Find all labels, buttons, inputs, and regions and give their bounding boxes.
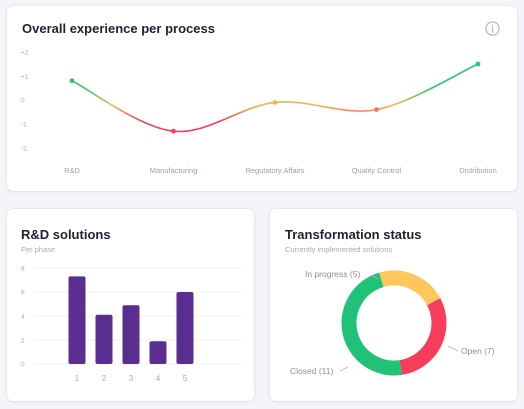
transformation-status-card: Transformation status Currently implemen… [270, 209, 517, 401]
x-tick-label: 4 [156, 374, 161, 383]
x-tick-label: Regulatory Affairs [245, 166, 304, 175]
overall-experience-card: Overall experience per process +2 +1 0 -1 -2… [7, 6, 517, 191]
info-circle-icon[interactable] [485, 21, 500, 36]
data-point [171, 128, 176, 134]
y-tick-label: 0 [21, 362, 25, 369]
x-tick-label: 2 [102, 374, 107, 383]
rd-solutions-card: R&D solutions Per phase 0 2 4 6 8 1 2 3 4 5 [7, 209, 254, 401]
transformation-status-donut-chart: In progress (5) Open (7) Closed (11) [290, 269, 495, 376]
slice-leader-line [447, 345, 459, 352]
experience-series-line [71, 63, 479, 133]
data-point [69, 78, 75, 84]
slice-label: In progress (5) [305, 269, 360, 279]
slice-label: Closed (11) [290, 366, 333, 376]
bar [149, 341, 167, 364]
donut-slice [399, 298, 447, 375]
donut-slice [379, 270, 441, 306]
x-tick-label: 5 [183, 374, 188, 383]
y-tick-label: +2 [21, 50, 29, 57]
y-tick-label: 2 [21, 338, 25, 345]
rd-solutions-title: R&D solutions [21, 227, 111, 242]
transformation-status-title: Transformation status [285, 227, 422, 242]
y-tick-label: -1 [21, 122, 27, 129]
y-tick-label: +1 [21, 74, 29, 81]
transformation-status-subtitle: Currently implemented solutions [285, 245, 393, 254]
bar [68, 276, 86, 364]
x-tick-label: 1 [75, 374, 80, 383]
data-point [475, 61, 481, 67]
slice-leader-line [370, 274, 379, 280]
y-tick-label: 6 [21, 290, 25, 297]
y-tick-label: 4 [21, 314, 25, 321]
x-tick-label: Manufacturing [150, 166, 198, 175]
data-point [374, 107, 379, 112]
bar [95, 314, 113, 364]
slice-leader-line [339, 366, 349, 372]
rd-solutions-subtitle: Per phase [21, 245, 56, 254]
data-point [272, 100, 278, 105]
y-tick-label: -2 [21, 146, 27, 153]
bar [176, 292, 194, 364]
x-tick-label: Quality Control [352, 166, 402, 175]
y-tick-label: 0 [21, 98, 25, 105]
overall-experience-title: Overall experience per process [22, 21, 215, 36]
slice-label: Open (7) [461, 346, 495, 356]
overall-experience-line-chart: +2 +1 0 -1 -2 R&D Manufacturing Regulatory Affa… [21, 50, 497, 176]
rd-solutions-bar-chart: 0 2 4 6 8 1 2 3 4 5 [21, 266, 241, 383]
x-tick-label: R&D [64, 166, 80, 175]
donut-slice [341, 272, 402, 376]
x-tick-label: 3 [129, 374, 134, 383]
y-tick-label: 8 [21, 266, 25, 273]
bar [122, 305, 140, 364]
x-tick-label: Distribution [459, 166, 497, 175]
